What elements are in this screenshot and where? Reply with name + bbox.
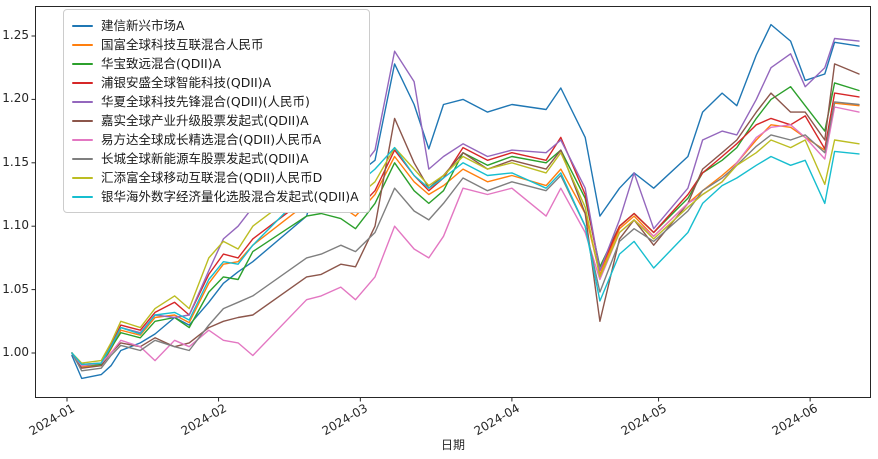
legend-label: 长城全球新能源车股票发起式(QDII)A [101, 151, 309, 166]
legend-label: 银华海外数字经济量化选股混合发起式(QDII)A [101, 189, 359, 204]
y-tick-label: 1.00 [2, 345, 29, 359]
legend-label: 易方达全球成长精选混合(QDII)人民币A [101, 132, 322, 147]
legend-label: 建信新兴市场A [101, 18, 185, 33]
legend-label: 国富全球科技互联混合人民币 [101, 37, 264, 52]
legend-line-swatch [72, 100, 93, 103]
legend: 建信新兴市场A 国富全球科技互联混合人民币 华宝致远混合(QDII)A 浦银安盛… [63, 9, 370, 213]
legend-line-swatch [72, 119, 93, 122]
series-line-6 [71, 106, 860, 367]
legend-label: 嘉实全球产业升级股票发起式(QDII)A [101, 113, 309, 128]
y-tick-label: 1.10 [2, 218, 29, 233]
series-line-9 [71, 146, 860, 366]
legend-line-swatch [72, 176, 93, 179]
legend-label: 华夏全球科技先锋混合(QDII)(人民币) [101, 94, 310, 109]
legend-item: 汇添富全球移动互联混合(QDII)人民币D [72, 168, 359, 187]
series-line-8 [71, 139, 860, 364]
y-tick-label: 1.20 [2, 91, 29, 106]
legend-item: 银华海外数字经济量化选股混合发起式(QDII)A [72, 187, 359, 206]
y-tick-label: 1.25 [2, 28, 29, 43]
legend-item: 易方达全球成长精选混合(QDII)人民币A [72, 130, 359, 149]
legend-label: 华宝致远混合(QDII)A [101, 56, 222, 71]
legend-item: 嘉实全球产业升级股票发起式(QDII)A [72, 111, 359, 130]
legend-item: 浦银安盛全球智能科技(QDII)A [72, 73, 359, 92]
legend-line-swatch [72, 24, 93, 27]
legend-item: 华夏全球科技先锋混合(QDII)(人民币) [72, 92, 359, 111]
legend-item: 国富全球科技互联混合人民币 [72, 35, 359, 54]
legend-line-swatch [72, 43, 93, 46]
x-axis-label: 日期 [440, 438, 465, 452]
legend-item: 长城全球新能源车股票发起式(QDII)A [72, 149, 359, 168]
legend-item: 华宝致远混合(QDII)A [72, 54, 359, 73]
legend-line-swatch [72, 81, 93, 84]
y-tick-label: 1.05 [2, 281, 29, 296]
y-tick-label: 1.15 [2, 154, 29, 169]
legend-line-swatch [72, 157, 93, 160]
series-line-4 [71, 37, 860, 367]
legend-label: 浦银安盛全球智能科技(QDII)A [101, 75, 272, 90]
legend-line-swatch [72, 62, 93, 65]
legend-item: 建信新兴市场A [72, 16, 359, 35]
legend-line-swatch [72, 195, 93, 198]
plot-frame [35, 6, 871, 398]
legend-line-swatch [72, 138, 93, 141]
legend-label: 汇添富全球移动互联混合(QDII)人民币D [101, 170, 323, 185]
